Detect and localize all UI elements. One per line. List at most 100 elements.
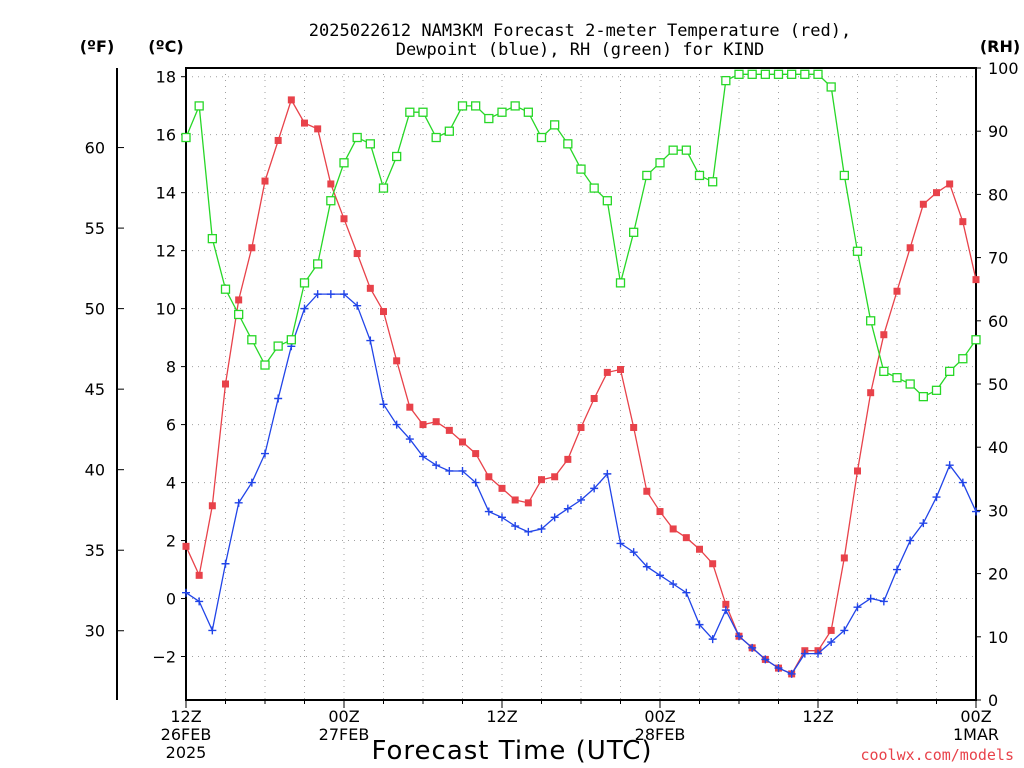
rh-point xyxy=(615,278,626,288)
dewpoint-point xyxy=(590,484,599,493)
dewpoint-point xyxy=(563,504,572,513)
rh-tick-label: 0 xyxy=(988,691,998,710)
temperature-point xyxy=(906,244,914,252)
rh-tick-label: 60 xyxy=(988,312,1008,331)
dewpoint-point xyxy=(221,559,230,568)
rh-point xyxy=(918,391,928,402)
dewpoint-point xyxy=(879,597,888,606)
temperature-point xyxy=(419,421,427,429)
dewpoint-point xyxy=(524,527,533,536)
x-axis-label: Forecast Time (UTC) xyxy=(371,736,652,766)
temperature-point xyxy=(840,554,848,562)
celsius-tick-label: 0 xyxy=(166,590,176,609)
celsius-tick-label: 6 xyxy=(166,416,176,435)
rh-point xyxy=(892,373,902,383)
rh-point xyxy=(721,75,731,86)
temperature-point xyxy=(893,287,901,295)
rh-point xyxy=(286,335,296,345)
x-tick-label: 26FEB xyxy=(161,725,212,744)
temperature-point xyxy=(617,366,624,374)
rh-point xyxy=(220,284,231,294)
temperature-point xyxy=(261,177,269,185)
rh-point xyxy=(234,309,244,320)
dewpoint-point xyxy=(445,466,454,475)
temperature-point xyxy=(933,189,940,197)
dewpoint-point xyxy=(353,301,362,310)
data-series xyxy=(181,69,981,678)
fahrenheit-tick-label: 35 xyxy=(85,541,105,560)
temperature-point xyxy=(577,423,585,431)
rh-point xyxy=(800,69,810,79)
temperature-point xyxy=(301,119,308,127)
dewpoint-point xyxy=(669,580,678,589)
dewpoint-point xyxy=(274,394,283,403)
rh-point xyxy=(471,101,481,111)
temperature-point xyxy=(380,308,387,316)
dewpoint-point xyxy=(919,519,928,528)
rh-point xyxy=(313,259,323,269)
rh-point xyxy=(431,132,441,143)
fahrenheit-tick-label: 40 xyxy=(85,461,105,480)
fahrenheit-tick-label: 55 xyxy=(85,219,105,238)
dewpoint-point xyxy=(932,493,941,502)
credit-text: coolwx.com/models xyxy=(860,746,1014,764)
temperature-point xyxy=(432,418,440,426)
rh-point xyxy=(550,120,560,130)
temperature-point xyxy=(524,499,532,507)
temperature-point xyxy=(867,389,875,397)
rh-point xyxy=(787,69,797,79)
temperature-point xyxy=(222,380,229,388)
temperature-point xyxy=(630,423,638,431)
x-tick-label: 12Z xyxy=(802,707,833,726)
celsius-tick-label: 2 xyxy=(166,532,176,551)
temperature-point xyxy=(511,496,519,504)
celsius-tick-label: 18 xyxy=(156,68,176,87)
rh-tick-label: 80 xyxy=(988,185,1008,204)
dewpoint-point xyxy=(827,638,836,647)
dewpoint-point xyxy=(392,420,401,429)
dewpoint-point xyxy=(656,571,664,580)
temperature-point xyxy=(603,368,611,376)
rh-tick-label: 50 xyxy=(988,375,1008,394)
celsius-tick-label: 16 xyxy=(156,126,176,145)
dewpoint-point xyxy=(695,620,704,629)
rh-tick-label: 40 xyxy=(988,438,1008,457)
dewpoint-point xyxy=(682,588,691,597)
dewpoint-point xyxy=(471,478,480,487)
celsius-tick-label: 14 xyxy=(156,184,176,203)
dewpoint-point xyxy=(853,603,862,612)
rh-point xyxy=(352,132,362,143)
temperature-point xyxy=(472,450,480,458)
dewpoint-point xyxy=(498,513,506,522)
dewpoint-point xyxy=(840,626,849,635)
rh-point xyxy=(378,183,389,193)
rh-point xyxy=(260,360,270,370)
temperature-point xyxy=(248,244,256,252)
temperature-point xyxy=(353,250,361,258)
temperature-point xyxy=(827,626,835,634)
dewpoint-point xyxy=(340,290,348,299)
dewpoint-point xyxy=(958,478,967,487)
temperature-point xyxy=(182,542,190,550)
temperature-point xyxy=(366,284,374,292)
dewpoint-point xyxy=(603,469,612,478)
dewpoint-point xyxy=(642,562,651,571)
rh-point xyxy=(813,69,823,79)
dewpoint-point xyxy=(511,522,520,531)
rh-point xyxy=(642,170,652,181)
rh-point xyxy=(734,69,744,79)
temperature-point xyxy=(643,487,651,495)
rh-point xyxy=(563,139,573,149)
x-tick-label: 12Z xyxy=(170,707,201,726)
rh-point xyxy=(866,316,876,326)
rh-point xyxy=(484,113,494,124)
temperature-point xyxy=(235,296,243,304)
temperature-point xyxy=(656,508,664,516)
rh-point xyxy=(681,145,691,155)
x-tick-label: 00Z xyxy=(960,707,991,726)
temperature-point xyxy=(972,276,980,284)
rh-point xyxy=(497,107,507,117)
rh-unit-label: (RH) xyxy=(980,37,1020,56)
rh-point xyxy=(273,341,283,351)
dewpoint-point xyxy=(814,649,822,658)
